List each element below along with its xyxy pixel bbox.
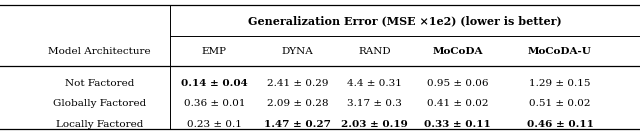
Text: 0.51 ± 0.02: 0.51 ± 0.02: [529, 99, 591, 108]
Text: 0.23 ± 0.1: 0.23 ± 0.1: [187, 120, 242, 129]
Text: MoCoDA-U: MoCoDA-U: [528, 47, 592, 56]
Text: 4.4 ± 0.31: 4.4 ± 0.31: [347, 79, 402, 88]
Text: MoCoDA: MoCoDA: [433, 47, 483, 56]
Text: 3.17 ± 0.3: 3.17 ± 0.3: [347, 99, 402, 108]
Text: Generalization Error (MSE ×1e2) (lower is better): Generalization Error (MSE ×1e2) (lower i…: [248, 15, 562, 26]
Text: 1.29 ± 0.15: 1.29 ± 0.15: [529, 79, 591, 88]
Text: 0.46 ± 0.11: 0.46 ± 0.11: [527, 120, 593, 129]
Text: EMP: EMP: [202, 47, 227, 56]
Text: Locally Factored: Locally Factored: [56, 120, 143, 129]
Text: DYNA: DYNA: [282, 47, 314, 56]
Text: 0.33 ± 0.11: 0.33 ± 0.11: [424, 120, 491, 129]
Text: 1.47 ± 0.27: 1.47 ± 0.27: [264, 120, 331, 129]
Text: Not Factored: Not Factored: [65, 79, 134, 88]
Text: 2.41 ± 0.29: 2.41 ± 0.29: [267, 79, 328, 88]
Text: 2.03 ± 0.19: 2.03 ± 0.19: [341, 120, 408, 129]
Text: 2.09 ± 0.28: 2.09 ± 0.28: [267, 99, 328, 108]
Text: 0.95 ± 0.06: 0.95 ± 0.06: [427, 79, 488, 88]
Text: 0.41 ± 0.02: 0.41 ± 0.02: [427, 99, 488, 108]
Text: 0.14 ± 0.04: 0.14 ± 0.04: [181, 79, 248, 88]
Text: Model Architecture: Model Architecture: [48, 47, 150, 56]
Text: RAND: RAND: [358, 47, 390, 56]
Text: 0.36 ± 0.01: 0.36 ± 0.01: [184, 99, 245, 108]
Text: Globally Factored: Globally Factored: [52, 99, 146, 108]
